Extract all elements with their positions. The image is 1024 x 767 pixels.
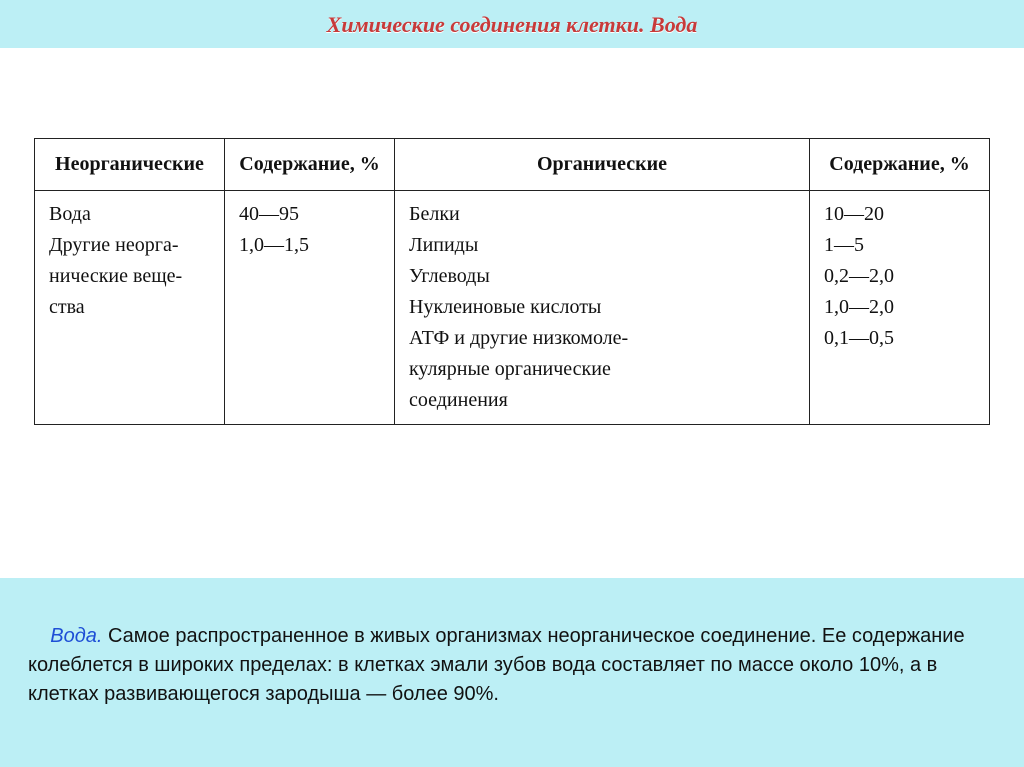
cell-inorganic-percent: 40—95 1,0—1,5 [225, 191, 395, 425]
title-band: Химические соединения клетки. Вода [0, 0, 1024, 48]
table-row: Вода Другие неорга- нические веще- ства … [35, 191, 990, 425]
th-inorganic: Неорганические [35, 139, 225, 191]
th-inorganic-percent: Содержание, % [225, 139, 395, 191]
page: Химические соединения клетки. Вода Неорг… [0, 0, 1024, 767]
th-organic: Органические [395, 139, 810, 191]
footer-paragraph: Вода. Самое распространенное в живых орг… [28, 622, 996, 709]
page-title: Химические соединения клетки. Вода [0, 12, 1024, 38]
compounds-table: Неорганические Содержание, % Органически… [34, 138, 990, 425]
table-wrap: Неорганические Содержание, % Органически… [34, 138, 990, 425]
cell-inorganic-list: Вода Другие неорга- нические веще- ства [35, 191, 225, 425]
th-organic-percent: Содержание, % [810, 139, 990, 191]
cell-organic-list: Белки Липиды Углеводы Нуклеиновые кислот… [395, 191, 810, 425]
footer-body: Самое распространенное в живых организма… [28, 625, 965, 705]
table-header-row: Неорганические Содержание, % Органически… [35, 139, 990, 191]
cell-organic-percent: 10—20 1—5 0,2—2,0 1,0—2,0 0,1—0,5 [810, 191, 990, 425]
footer-band: Вода. Самое распространенное в живых орг… [0, 578, 1024, 767]
footer-lead: Вода. [50, 625, 102, 647]
